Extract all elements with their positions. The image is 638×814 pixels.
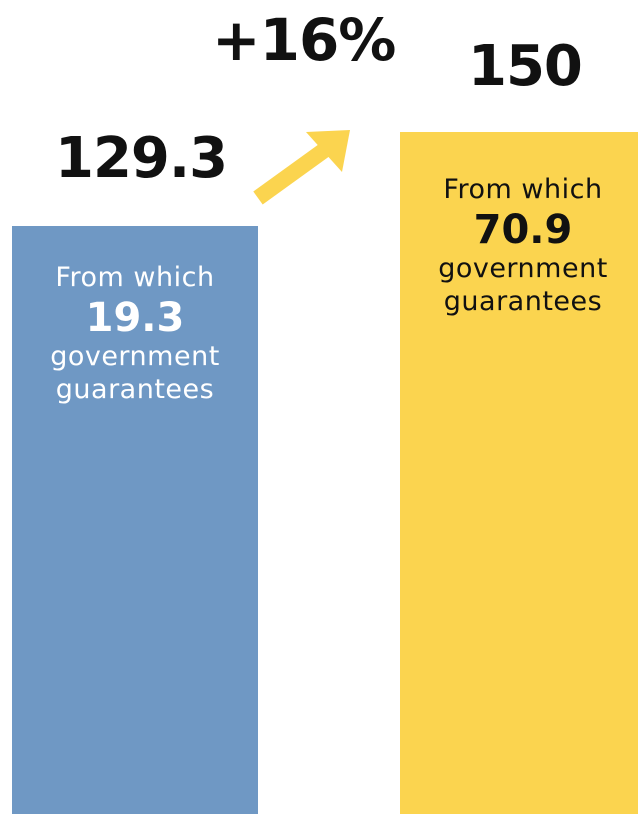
breakdown-value: 70.9 [473, 206, 573, 253]
bar-2019 [12, 226, 258, 814]
bar-breakdown-second: From which 70.9 government guarantees [400, 174, 638, 319]
breakdown-prefix: From which [443, 174, 603, 205]
breakdown-value: 19.3 [85, 294, 185, 341]
breakdown-prefix: From which [55, 262, 215, 293]
breakdown-suffix-line1: government [50, 340, 220, 372]
bar-value-label-second: 150 [468, 34, 583, 99]
bar-value-label-first: 129.3 [55, 126, 228, 191]
bar-breakdown-first: From which 19.3 government guarantees [12, 262, 258, 407]
bar-2020 [400, 132, 638, 814]
percent-change-label: +16% [212, 6, 396, 74]
increase-arrow-icon [253, 130, 350, 205]
breakdown-suffix-line1: government [438, 252, 608, 284]
breakdown-suffix-line2: guarantees [443, 285, 603, 317]
breakdown-suffix-line2: guarantees [55, 373, 215, 405]
